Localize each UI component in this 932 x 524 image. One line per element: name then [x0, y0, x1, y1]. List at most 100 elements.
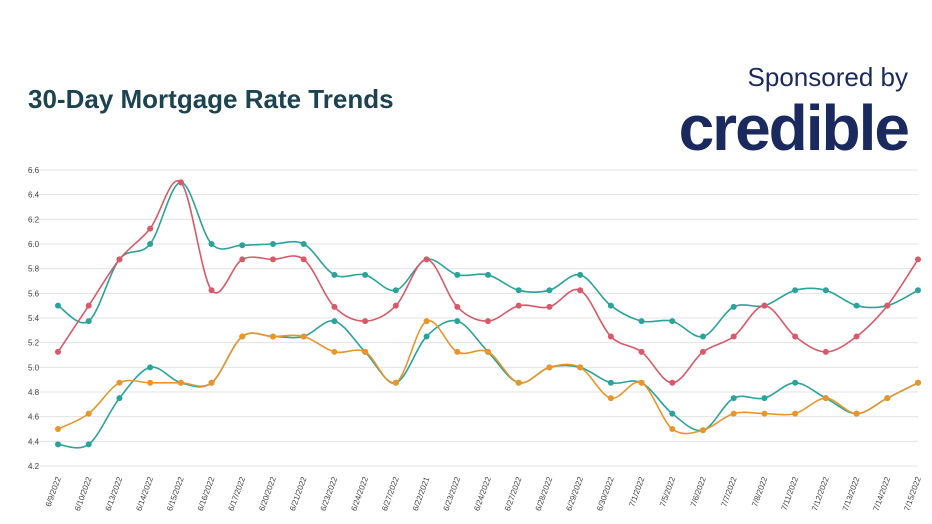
x-tick-label: 6/27/2022 [503, 475, 524, 512]
y-tick-label: 6.2 [28, 215, 40, 224]
y-tick-label: 6.0 [28, 240, 40, 249]
data-point [546, 364, 553, 371]
data-point [853, 302, 860, 309]
x-tick-label: 6/29/2022 [564, 475, 585, 512]
data-point [208, 379, 215, 386]
data-point [730, 410, 737, 417]
x-tick-label: 7/15/2022 [902, 475, 923, 512]
y-tick-label: 4.2 [28, 462, 40, 471]
data-point [485, 348, 491, 355]
data-point [454, 348, 461, 355]
data-point [331, 303, 338, 310]
data-point [853, 333, 860, 340]
x-tick-label: 7/5/2022 [658, 475, 677, 508]
data-point [85, 410, 92, 417]
data-point [669, 318, 676, 325]
x-tick-label: 7/14/2022 [872, 475, 893, 512]
x-tick-label: 6/24/2022 [472, 475, 493, 512]
x-tick-label: 6/30/2022 [595, 475, 616, 512]
data-point [730, 395, 737, 402]
data-point [147, 225, 154, 232]
data-point [485, 271, 491, 278]
data-point [331, 318, 338, 325]
x-axis-ticks: 6/9/2022 6/10/2022 6/13/2022 6/14/2022 6/15/… [44, 475, 923, 512]
data-point [423, 318, 430, 325]
y-tick-label: 4.4 [28, 437, 40, 446]
data-point [239, 256, 246, 263]
data-point [177, 179, 184, 186]
x-tick-label: 6/24/2022 [349, 475, 370, 512]
data-point [700, 427, 706, 434]
data-point [792, 333, 799, 340]
x-tick-label: 6/27/2022 [380, 475, 401, 512]
brand-logo: credible [678, 92, 910, 164]
series-2 [55, 179, 921, 386]
data-point [270, 333, 276, 340]
data-point [454, 303, 461, 310]
data-point [700, 333, 706, 340]
data-point [700, 348, 706, 355]
sponsor-block: Sponsored by credible [678, 62, 910, 164]
data-point [577, 364, 584, 371]
x-tick-label: 6/23/2022 [442, 475, 463, 512]
x-tick-label: 7/6/2022 [689, 475, 708, 508]
x-tick-label: 6/16/2022 [196, 475, 217, 512]
data-point [915, 256, 921, 263]
data-point [362, 271, 369, 278]
data-point [454, 318, 461, 325]
y-tick-label: 5.0 [28, 363, 40, 372]
x-tick-label: 7/7/2022 [719, 475, 738, 508]
data-point [116, 256, 123, 263]
data-point [546, 287, 553, 294]
data-point [208, 241, 215, 247]
y-tick-label: 5.8 [28, 265, 40, 274]
data-point [607, 333, 614, 340]
data-point [392, 287, 399, 294]
data-point [239, 242, 246, 249]
x-tick-label: 6/22/2021 [411, 475, 432, 512]
data-point [300, 241, 307, 247]
data-point [454, 271, 461, 278]
data-point [884, 302, 891, 309]
data-point [116, 379, 123, 386]
data-point [669, 410, 676, 417]
data-point [669, 379, 676, 386]
data-point [147, 379, 154, 386]
data-point [546, 303, 553, 310]
series-1 [55, 179, 921, 340]
data-point [270, 256, 276, 263]
data-point [55, 441, 61, 448]
gridlines [28, 169, 918, 467]
data-point [515, 287, 522, 294]
data-point [362, 348, 369, 355]
series-line [57, 179, 919, 384]
data-point [730, 303, 737, 310]
data-point [730, 333, 737, 340]
data-point [761, 395, 768, 402]
x-tick-label: 6/28/2022 [534, 475, 555, 512]
data-point [55, 426, 61, 432]
data-point [423, 256, 430, 263]
x-tick-label: 6/15/2022 [165, 475, 186, 512]
data-point [822, 287, 829, 294]
data-point [884, 395, 891, 402]
data-point [55, 348, 61, 355]
x-tick-label: 6/21/2022 [288, 475, 309, 512]
data-point [300, 256, 307, 263]
x-tick-label: 7/11/2022 [780, 475, 801, 511]
y-tick-label: 6.6 [28, 166, 40, 175]
data-point [638, 318, 645, 325]
data-point [669, 426, 676, 432]
data-point [239, 333, 246, 340]
data-point [638, 379, 645, 386]
data-point [915, 379, 921, 386]
data-point [577, 287, 584, 294]
data-point [85, 302, 92, 309]
data-point [515, 302, 522, 309]
sponsor-label: Sponsored by [747, 62, 908, 92]
x-tick-label: 6/9/2022 [44, 475, 63, 508]
data-point [792, 287, 799, 294]
x-tick-label: 7/12/2022 [810, 475, 831, 512]
y-tick-label: 5.4 [28, 314, 40, 323]
